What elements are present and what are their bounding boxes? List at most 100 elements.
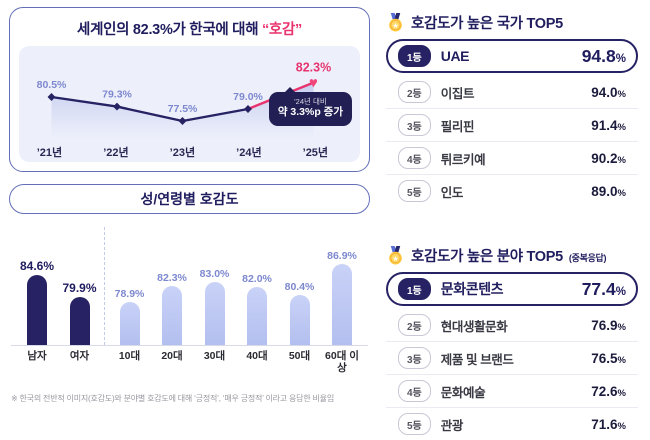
bar-x-axis: 남자 여자 10대 20대 30대 40대 50대 60대 이상 [11,346,368,374]
bar-rect [27,274,47,345]
bar-category-label: 60대 이상 [325,350,359,375]
trend-title-text: 세계인의 82.3%가 한국에 대해 [77,22,262,38]
bar-value-label: 86.9% [327,249,357,262]
trend-x-axis: ’21년 ’22년 ’23년 ’24년 ’25년 [19,143,360,162]
rank-name: 관광 [440,418,464,433]
data-point-label: 79.0% [233,91,263,103]
sector-rank-row-4: 4등 문화예술 72.6% [386,375,638,408]
data-point-label: 79.3% [102,89,132,101]
rank-badge: 3등 [398,347,431,369]
panel-demographics: 성/연령별 호감도 84.6% 79.9% 78.9% 82.3% 83.0% 82.0%… [9,184,370,374]
bar-value-label: 82.3% [157,271,187,284]
trend-panel-title: 세계인의 82.3%가 한국에 대해 “호감” [19,18,360,39]
rank-value: 90.2% [591,150,626,166]
sector-rank-row-5: 5등 관광 71.6% [386,408,638,440]
rank-value: 91.4% [591,117,626,133]
bar: 79.9% [62,281,98,345]
heart-icon: ♥ [309,75,318,92]
bar: 84.6% [19,259,55,345]
country-top5-title-text: 호감도가 높은 국가 TOP5 [411,16,563,32]
rank-value: 77.4% [581,278,626,299]
trend-line-main [51,95,249,123]
bar-value-label: 80.4% [284,280,315,293]
bar-rect [247,287,267,345]
rank-name: 이집트 [440,86,475,101]
demographics-title-text: 성/연령별 호감도 [140,191,239,207]
x-axis-label: ’23년 [169,147,196,159]
data-point-label: 77.5% [168,103,198,115]
rank-name: UAE [440,48,470,64]
sector-rank-row-3: 3등 제품 및 브랜드 76.5% [386,342,638,375]
bar-category-label: 40대 [246,350,268,362]
korea-favorability-infographic: 세계인의 82.3%가 한국에 대해 “호감” 80.5% 79.3% 77.5% 7… [9,0,650,435]
rank-value: 89.0% [591,183,626,199]
bar: 80.4% [282,281,318,345]
sector-top5-title-text: 호감도가 높은 분야 TOP5 [411,249,563,265]
footnote: ※ 한국의 전반적 이미지(호감도)와 분야별 호감도에 대해 ‘긍정적’, ‘… [11,394,334,403]
country-rank-row-4: 4등 튀르키예 90.2% [386,142,638,175]
rank-badge: 5등 [398,180,431,202]
bar-value-label: 79.9% [62,281,97,296]
bar-value-label: 83.0% [199,268,230,281]
country-rank-row-5: 5등 인도 89.0% [386,175,638,207]
rank-name: 인도 [440,185,464,200]
x-axis-label: ’25년 [302,147,329,159]
country-top5-title: ★ 호감도가 높은 국가 TOP5 [386,12,638,33]
left-column: 세계인의 82.3%가 한국에 대해 “호감” 80.5% 79.3% 77.5% 7… [9,7,370,403]
trend-title-highlight: “호감” [261,22,302,38]
callout-value: 약 3.3%p 증가 [277,106,343,119]
bar-value-label: 84.6% [19,258,55,273]
rank-name: 현대생활문화 [440,319,508,334]
bar-rect [162,285,182,345]
trend-line-chart: 80.5% 79.3% 77.5% 79.0% ♥ 82.3% ’21년 ’22년 ’23년 ’… [19,46,360,162]
rank-name: 문화콘텐츠 [440,281,504,297]
rank-badge: 4등 [398,380,431,402]
bar: 82.3% [154,272,190,345]
bar-category-label: 10대 [118,350,141,362]
bar: 78.9% [112,288,148,345]
bar-rect [69,297,90,345]
rank-badge: 1등 [398,45,431,67]
bar: 82.0% [239,273,275,345]
sector-rank-row-1: 1등 문화콘텐츠 77.4% [386,272,638,306]
bar-rect [204,282,225,345]
country-rank-row-3: 3등 필리핀 91.4% [386,109,638,142]
rank-badge: 4등 [398,147,431,169]
sector-rank-row-2: 2등 현대생활문화 76.9% [386,309,638,342]
bar-rect [289,294,310,345]
data-point-label: 80.5% [37,79,67,91]
data-point-marker [47,93,56,101]
country-rank-row-2: 2등 이집트 94.0% [386,76,638,109]
rank-badge: 1등 [398,278,431,300]
rank-value: 72.6% [591,383,626,399]
rank-name: 제품 및 브랜드 [440,352,514,367]
right-column: ★ 호감도가 높은 국가 TOP5 1등 UAE 94.8% 2등 이집트 94… [376,0,650,435]
bar-rect [119,302,140,345]
rank-name: 튀르키예 [440,152,486,167]
sector-top5-title: ★ 호감도가 높은 분야 TOP5 (중복응답) [386,245,638,266]
bar-category-label: 20대 [161,350,183,362]
increase-callout: ’24년 대비 약 3.3%p 증가 [268,87,352,126]
sector-top5-title-suffix: (중복응답) [568,252,607,263]
svg-text:★: ★ [392,22,398,30]
bar-value-label: 82.0% [242,273,272,286]
rank-name: 문화예술 [440,385,486,400]
bar-rect [332,263,352,345]
bar-value-label: 78.9% [114,288,145,301]
x-axis-label: ’22년 [103,147,129,159]
trend-area-fill [51,82,314,139]
panel-country-top5: ★ 호감도가 높은 국가 TOP5 1등 UAE 94.8% 2등 이집트 94… [386,12,638,207]
data-point-label: 82.3% [296,61,331,75]
bar-plot-area: 84.6% 79.9% 78.9% 82.3% 83.0% 82.0% 80.4% 86.9% [11,218,368,346]
panel-sector-top5: ★ 호감도가 높은 분야 TOP5 (중복응답) 1등 문화콘텐츠 77.4% … [386,245,638,440]
rank-badge: 2등 [398,81,431,103]
rank-badge: 5등 [398,413,431,435]
callout-reference: ’24년 대비 [294,97,327,106]
x-axis-label: ’21년 [36,147,63,159]
country-rank-row-1: 1등 UAE 94.8% [386,39,638,73]
bar-category-label: 30대 [203,350,226,362]
bar-category-label: 50대 [288,350,311,362]
medal-icon: ★ [389,246,402,265]
bar-category-label: 여자 [69,350,90,362]
rank-value: 71.6% [591,416,626,432]
